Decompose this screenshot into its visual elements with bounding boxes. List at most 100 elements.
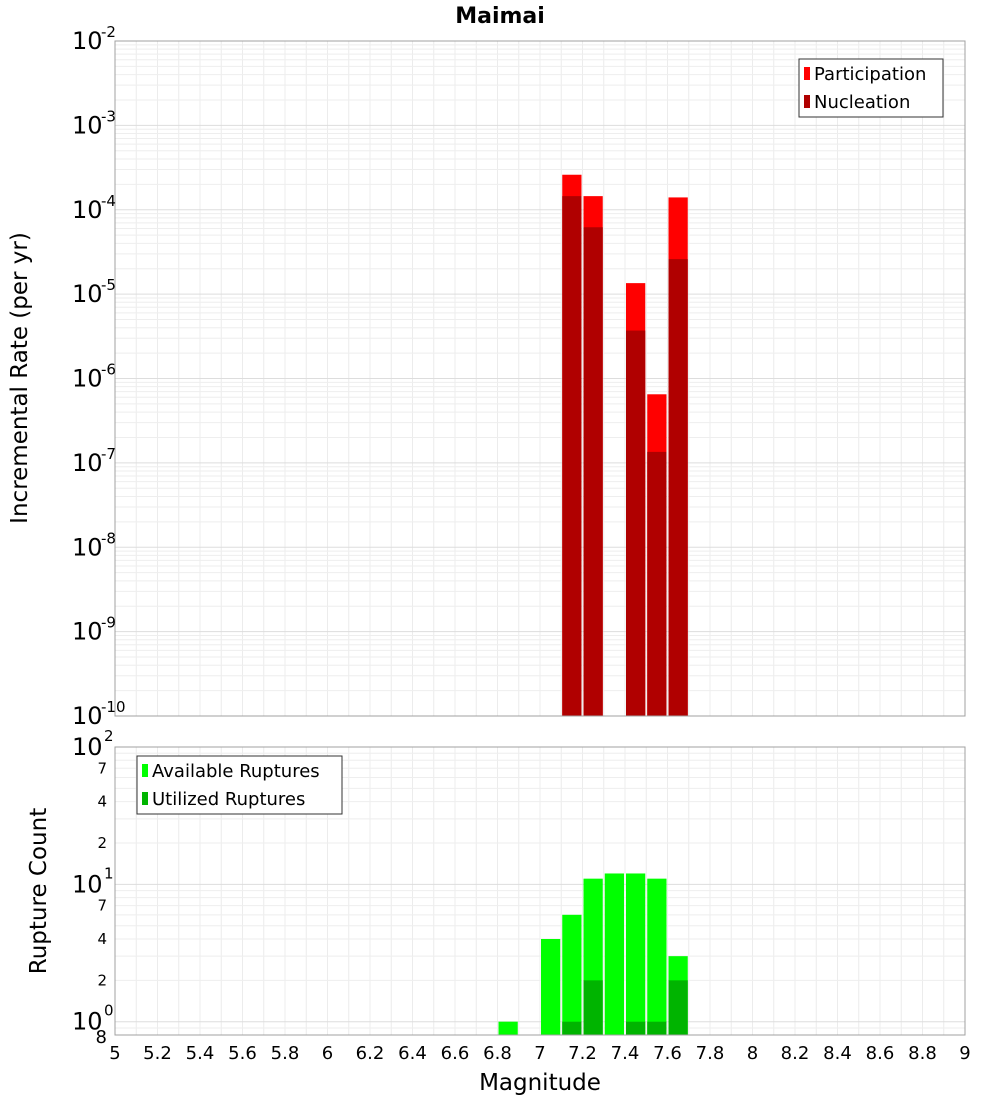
x-tick-label: 8.4	[823, 1043, 852, 1064]
utilized-ruptures-bar-1	[583, 980, 603, 1035]
bottom-y-tick-label: 10 1	[72, 864, 114, 898]
x-tick-label: 8.2	[781, 1043, 810, 1064]
chart-title: Maimai	[455, 4, 545, 29]
utilized-ruptures-bar-2	[626, 1021, 646, 1035]
top-y-tick-label: 10-6	[72, 361, 116, 393]
top-y-tick-base: 10	[72, 533, 103, 561]
bottom-y-tick-exp: 2	[104, 727, 114, 745]
nucleation-bar-0	[562, 196, 582, 716]
top-y-tick-label: 10-10	[72, 698, 126, 730]
bottom-legend: Available Ruptures Utilized Ruptures	[136, 755, 343, 815]
x-tick-label: 7	[534, 1043, 545, 1064]
bottom-y-minor-tick: 7	[97, 759, 107, 777]
available-ruptures-bar-0	[498, 1021, 518, 1035]
top-y-tick-base: 10	[72, 280, 103, 308]
top-y-tick-label: 10-7	[72, 445, 116, 477]
bottom-legend-label: Utilized Ruptures	[152, 789, 305, 810]
x-tick-label: 5.6	[228, 1043, 257, 1064]
top-legend: Participation Nucleation	[798, 58, 944, 118]
top-y-tick-exp: -9	[101, 614, 116, 632]
top-y-tick-base: 10	[72, 196, 103, 224]
x-tick-label: 5.4	[186, 1043, 215, 1064]
available-ruptures-bar-5	[626, 873, 646, 1035]
bottom-legend-box	[136, 755, 343, 815]
bottom-y-tick-label: 10 2	[72, 727, 114, 761]
top-y-tick-label: 10-9	[72, 614, 116, 646]
top-legend-label: Participation	[814, 64, 926, 85]
top-legend-label: Nucleation	[814, 92, 910, 113]
bottom-y-axis-label: Rupture Count	[26, 808, 52, 974]
top-y-tick-label: 10-2	[72, 23, 116, 55]
top-y-tick-base: 10	[72, 27, 103, 55]
bottom-y-minor-tick: 7	[97, 897, 107, 915]
bottom-y-tick-base: 10	[72, 870, 103, 898]
bottom-y-tick-base: 10	[72, 733, 103, 761]
available-ruptures-bar-1	[541, 939, 561, 1035]
nucleation-bar-1	[583, 227, 603, 716]
nucleation-bar-2	[626, 330, 646, 716]
top-y-tick-label: 10-8	[72, 529, 116, 561]
x-tick-label: 8.8	[908, 1043, 937, 1064]
available-ruptures-bar-4	[604, 873, 624, 1035]
top-y-tick-base: 10	[72, 449, 103, 477]
top-y-tick-exp: -3	[101, 107, 116, 125]
top-grid	[114, 41, 966, 717]
top-y-tick-exp: -10	[101, 698, 126, 716]
bottom-y-tick-base: 10	[72, 1008, 103, 1036]
x-axis-label: Magnitude	[479, 1070, 601, 1096]
nucleation-bar-4	[668, 259, 688, 716]
bottom-legend-label: Available Ruptures	[152, 761, 320, 782]
bottom-y-tick-label: 10 0	[72, 1002, 114, 1036]
top-y-tick-exp: -4	[101, 192, 116, 210]
nucleation-bar-3	[647, 451, 667, 716]
utilized-ruptures-bar-0	[562, 1021, 582, 1035]
x-tick-label: 5.2	[143, 1043, 172, 1064]
bottom-legend-swatch	[142, 792, 148, 805]
top-y-axis-label: Incremental Rate (per yr)	[7, 232, 33, 524]
bottom-y-tick-exp: 0	[104, 1002, 114, 1020]
bottom-y-tick-exp: 1	[104, 864, 114, 882]
top-y-tick-base: 10	[72, 365, 103, 393]
top-y-tick-exp: -6	[101, 361, 116, 379]
available-ruptures-bar-2	[562, 914, 582, 1035]
top-legend-box	[798, 58, 944, 118]
x-tick-label: 8	[747, 1043, 758, 1064]
top-y-tick-exp: -7	[101, 445, 116, 463]
x-tick-label: 6.2	[356, 1043, 385, 1064]
x-tick-label: 6.8	[483, 1043, 512, 1064]
top-y-tick-base: 10	[72, 618, 103, 646]
top-legend-swatch	[804, 95, 810, 108]
top-y-tick-exp: -8	[101, 529, 116, 547]
x-tick-label: 9	[959, 1043, 970, 1064]
top-plot-frame	[114, 40, 966, 717]
x-tick-label: 8.6	[866, 1043, 895, 1064]
x-tick-label: 7.6	[653, 1043, 682, 1064]
top-y-tick-base: 10	[72, 702, 103, 730]
x-tick-label: 7.8	[696, 1043, 725, 1064]
top-y-tick-label: 10-4	[72, 192, 116, 224]
bottom-y-minor-tick: 4	[97, 930, 107, 948]
available-ruptures-bar-6	[647, 878, 667, 1035]
bottom-y-minor-tick: 2	[97, 971, 107, 989]
x-tick-label: 6.6	[441, 1043, 470, 1064]
top-y-tick-exp: -2	[101, 23, 116, 41]
utilized-ruptures-bar-3	[647, 1021, 667, 1035]
x-tick-label: 5.8	[271, 1043, 300, 1064]
bottom-y-minor-tick: 4	[97, 793, 107, 811]
top-y-tick-label: 10-3	[72, 107, 116, 139]
top-y-tick-exp: -5	[101, 276, 116, 294]
top-y-tick-base: 10	[72, 111, 103, 139]
bottom-y-minor-tick: 2	[97, 834, 107, 852]
x-tick-label: 5	[109, 1043, 120, 1064]
x-tick-label: 7.4	[611, 1043, 640, 1064]
top-legend-swatch	[804, 67, 810, 80]
bottom-legend-swatch	[142, 764, 148, 777]
x-tick-label: 7.2	[568, 1043, 597, 1064]
top-y-tick-label: 10-5	[72, 276, 116, 308]
utilized-ruptures-bar-4	[668, 980, 688, 1035]
x-tick-label: 6	[322, 1043, 333, 1064]
bottom-plot-frame	[114, 746, 966, 1036]
x-tick-label: 6.4	[398, 1043, 427, 1064]
bottom-y-floor-label: 8	[96, 1027, 107, 1048]
